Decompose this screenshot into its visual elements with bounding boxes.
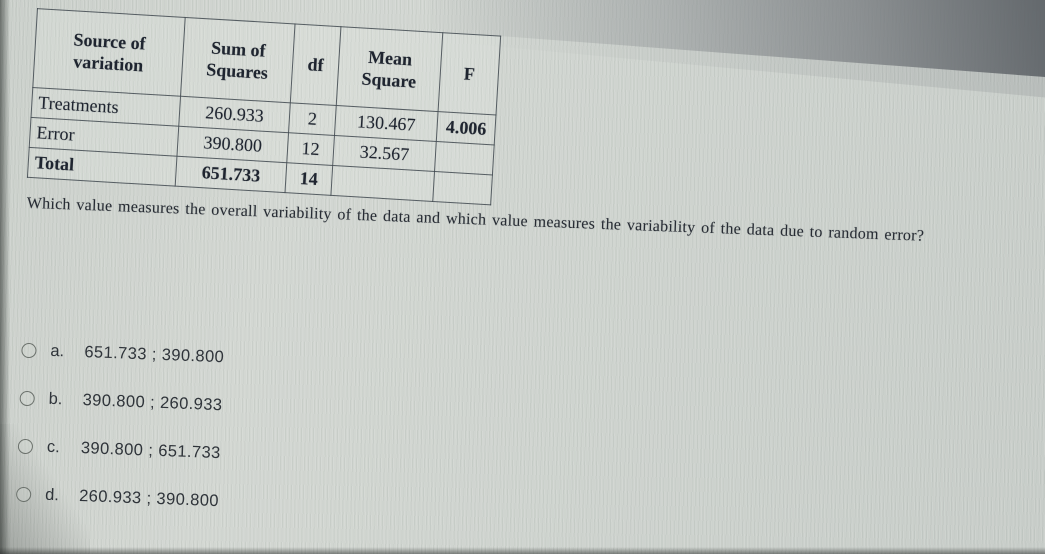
cell-df: 2 xyxy=(288,102,337,136)
radio-button-icon[interactable] xyxy=(15,486,32,502)
header-df: df xyxy=(290,23,341,106)
question-content: Source of variation Sum of Squares df Me… xyxy=(15,8,1028,554)
cell-f: 4.006 xyxy=(436,111,496,145)
option-a[interactable]: a. 651.733 ; 390.800 xyxy=(21,339,1016,397)
cell-sum-of-squares: 651.733 xyxy=(175,156,287,193)
option-letter: b. xyxy=(48,389,63,408)
option-value: 260.933 ; 390.800 xyxy=(78,486,220,510)
radio-button-icon[interactable] xyxy=(21,342,37,358)
cell-f xyxy=(432,171,493,205)
option-letter: d. xyxy=(44,485,60,504)
left-edge-shadow xyxy=(0,0,10,554)
header-f: F xyxy=(438,32,501,116)
cell-f xyxy=(434,141,495,175)
cell-mean-square xyxy=(330,165,435,202)
bottom-edge-shadow xyxy=(0,547,1045,554)
question-text: Which value measures the overall variabi… xyxy=(26,194,925,245)
options-list: a. 651.733 ; 390.800 b. 390.800 ; 260.93… xyxy=(15,339,1016,541)
option-value: 390.800 ; 651.733 xyxy=(80,438,222,462)
radio-button-icon[interactable] xyxy=(17,438,34,454)
option-c[interactable]: c. 390.800 ; 651.733 xyxy=(17,435,1013,493)
bottom-left-shadow xyxy=(0,424,90,554)
cell-df: 14 xyxy=(284,162,333,196)
anova-table: Source of variation Sum of Squares df Me… xyxy=(26,8,502,206)
header-source-of-variation: Source of variation xyxy=(32,8,186,97)
option-letter: c. xyxy=(46,437,61,456)
header-mean-square: Mean Square xyxy=(336,26,443,112)
option-value: 651.733 ; 390.800 xyxy=(84,342,225,366)
radio-button-icon[interactable] xyxy=(19,390,35,406)
option-value: 390.800 ; 260.933 xyxy=(82,390,223,414)
header-sum-of-squares: Sum of Squares xyxy=(180,17,296,103)
option-d[interactable]: d. 260.933 ; 390.800 xyxy=(15,483,1011,541)
cell-df: 12 xyxy=(286,132,335,166)
option-letter: a. xyxy=(50,341,65,360)
option-b[interactable]: b. 390.800 ; 260.933 xyxy=(19,387,1014,445)
